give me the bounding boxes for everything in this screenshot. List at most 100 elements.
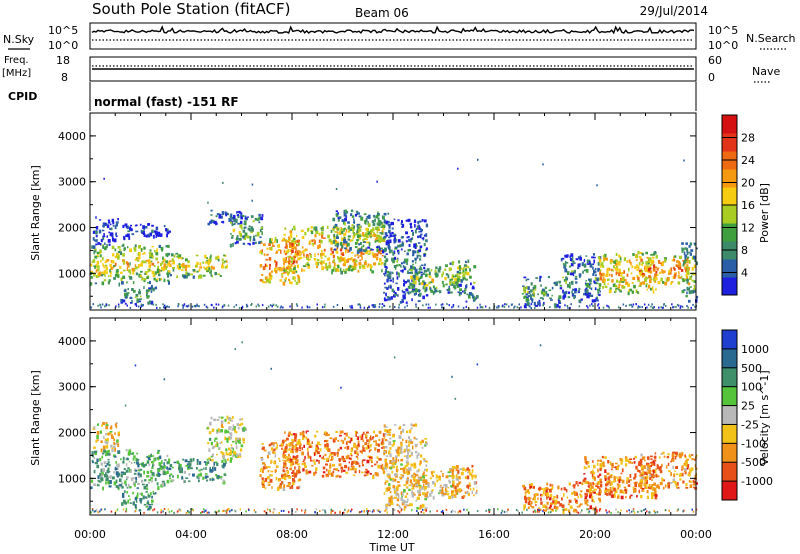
data-cell [678, 266, 680, 270]
data-cell [620, 274, 623, 277]
data-cell [627, 484, 631, 487]
data-cell [414, 272, 417, 277]
data-cell [650, 479, 653, 481]
data-cell [125, 234, 128, 237]
data-cell [357, 234, 360, 236]
data-cell [236, 214, 240, 217]
data-cell [375, 443, 379, 446]
data-cell [592, 481, 594, 486]
data-cell [228, 435, 231, 438]
data-cell [154, 492, 157, 495]
data-cell [125, 469, 129, 473]
data-cell [365, 468, 368, 471]
data-cell [295, 260, 298, 264]
data-cell [548, 497, 551, 501]
colorbar-tick-label: 12 [741, 222, 755, 235]
freq-unit: [MHz] [2, 68, 31, 79]
data-cell [411, 487, 414, 490]
data-cell [91, 451, 94, 455]
data-cell [681, 242, 684, 245]
data-cell [657, 281, 661, 285]
data-cell [123, 468, 126, 471]
data-cell [575, 499, 578, 503]
data-cell [647, 260, 650, 263]
data-cell [103, 269, 107, 274]
data-cell [586, 305, 588, 307]
data-cell [643, 303, 646, 306]
data-cell [105, 433, 108, 436]
nsky-scale-hi: 10^5 [48, 24, 78, 37]
data-cell [307, 255, 310, 258]
data-cell [574, 275, 578, 278]
data-cell [538, 507, 541, 510]
data-cell [419, 255, 422, 258]
data-cell [562, 289, 564, 294]
data-cell [625, 304, 627, 307]
data-cell [400, 265, 402, 268]
data-cell [449, 291, 453, 294]
data-cell [448, 285, 450, 289]
data-cell [673, 256, 675, 259]
data-cell [385, 487, 389, 492]
data-cell [693, 284, 696, 288]
data-cell [421, 219, 424, 222]
data-cell [403, 505, 407, 509]
data-cell [140, 479, 144, 483]
data-cell [562, 276, 564, 279]
data-cell [252, 238, 256, 241]
data-cell [456, 491, 459, 495]
data-cell [599, 478, 602, 482]
data-cell [104, 247, 107, 251]
data-cell [646, 288, 648, 291]
data-cell [128, 495, 130, 497]
data-cell [595, 297, 598, 300]
data-cell [593, 491, 596, 494]
data-cell [295, 510, 297, 513]
data-cell [452, 490, 455, 494]
data-cell [158, 273, 161, 277]
data-cell [587, 294, 590, 299]
data-cell [610, 261, 612, 265]
data-cell [457, 305, 460, 308]
data-cell [243, 426, 246, 431]
data-cell [640, 476, 644, 480]
data-cell [122, 253, 125, 257]
data-cell [392, 462, 395, 466]
data-cell [584, 480, 588, 484]
data-cell [314, 461, 316, 465]
data-cell [435, 303, 437, 306]
data-cell [233, 305, 235, 308]
data-cell [445, 490, 449, 493]
data-cell [392, 497, 395, 500]
data-cell [301, 246, 304, 249]
data-cell [604, 489, 608, 494]
data-cell [160, 269, 163, 272]
data-cell [99, 219, 102, 221]
data-cell [222, 454, 225, 459]
data-cell [689, 276, 692, 280]
data-cell [329, 459, 333, 461]
data-cell [362, 249, 365, 252]
data-cell [247, 227, 251, 231]
data-cell [325, 474, 328, 478]
data-cell [618, 484, 621, 488]
data-cell [185, 258, 188, 262]
data-cell [414, 280, 417, 285]
data-cell [296, 447, 299, 451]
data-cell [350, 258, 352, 261]
data-cell [695, 454, 698, 457]
data-cell [673, 266, 675, 270]
data-cell [247, 242, 251, 245]
data-cell [669, 482, 673, 484]
data-cell [216, 429, 219, 432]
data-cell [342, 243, 346, 246]
data-cell [112, 237, 114, 242]
data-cell [388, 236, 391, 239]
data-cell [341, 237, 344, 242]
data-cell [230, 457, 233, 460]
data-cell [273, 461, 276, 464]
data-cell [105, 481, 107, 485]
data-cell [648, 275, 651, 278]
data-cell [455, 468, 458, 472]
data-cell [270, 270, 274, 273]
